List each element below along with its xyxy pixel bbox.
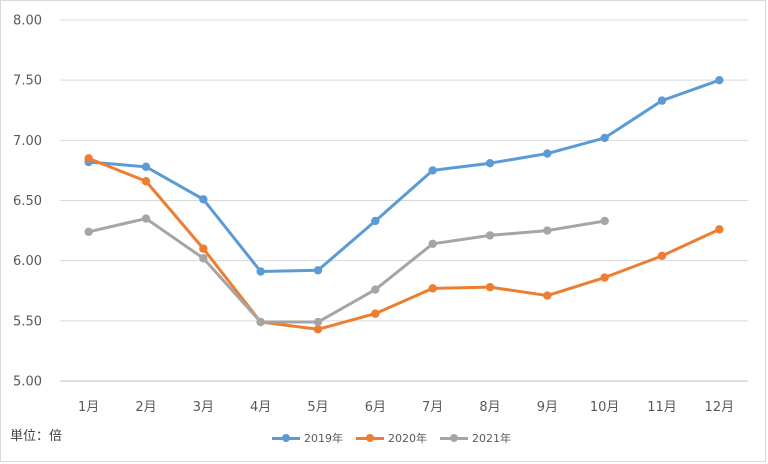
data-point xyxy=(600,133,609,143)
series-line-0 xyxy=(87,78,721,273)
data-point xyxy=(199,244,208,253)
data-point xyxy=(141,177,151,186)
x-axis-ticks: 1月 2月 3月 4月 5月 6月 7月 8月 9月 10月 11月 12月 xyxy=(78,400,734,415)
data-point xyxy=(84,154,93,163)
x-tick-label: 2月 xyxy=(135,400,156,415)
y-tick-label: 5.00 xyxy=(13,375,42,390)
data-point xyxy=(371,216,380,226)
series-layer xyxy=(84,75,724,334)
x-tick-label: 5月 xyxy=(307,400,328,415)
data-point xyxy=(256,317,265,327)
legend-item-2020: 2020年 xyxy=(356,429,427,447)
data-point xyxy=(715,225,724,234)
data-point xyxy=(485,282,495,292)
data-point xyxy=(485,231,495,240)
y-tick-label: 6.50 xyxy=(13,194,42,209)
data-point xyxy=(657,251,667,261)
legend-swatch-2019 xyxy=(272,433,300,443)
legend-label-2019: 2019年 xyxy=(304,432,343,445)
legend-item-2021: 2021年 xyxy=(440,429,511,447)
data-point xyxy=(657,96,667,105)
gridlines xyxy=(60,19,748,382)
data-point xyxy=(256,267,265,276)
y-tick-label: 7.50 xyxy=(13,74,42,89)
data-point xyxy=(141,162,151,172)
data-point xyxy=(600,273,609,282)
series-0 xyxy=(84,75,724,276)
x-tick-label: 9月 xyxy=(537,400,558,415)
unit-label: 単位：倍 xyxy=(10,429,63,444)
series-2 xyxy=(84,214,609,327)
x-tick-label: 8月 xyxy=(479,400,500,415)
legend-item-2019: 2019年 xyxy=(272,429,343,447)
x-tick-label: 4月 xyxy=(250,400,271,415)
legend-label-2020: 2020年 xyxy=(388,432,427,445)
series-line-1 xyxy=(87,156,721,331)
legend-swatch-2021 xyxy=(440,433,468,443)
x-tick-label: 6月 xyxy=(365,400,386,415)
data-point xyxy=(199,254,208,263)
y-tick-label: 8.00 xyxy=(13,14,42,29)
x-tick-label: 7月 xyxy=(422,400,443,415)
data-point xyxy=(600,216,609,226)
x-tick-label: 3月 xyxy=(193,400,214,415)
data-point xyxy=(485,158,495,168)
legend-label-2021: 2021年 xyxy=(472,432,511,445)
data-point xyxy=(715,75,724,85)
data-point xyxy=(313,266,323,275)
data-point xyxy=(371,309,380,318)
x-tick-label: 12月 xyxy=(705,400,735,415)
data-point xyxy=(428,284,437,293)
data-point xyxy=(543,291,552,300)
data-point xyxy=(199,195,208,204)
y-tick-label: 7.00 xyxy=(13,134,42,149)
legend: 2019年 2020年 2021年 xyxy=(0,429,768,447)
data-point xyxy=(141,214,151,223)
series-line-2 xyxy=(87,217,607,324)
data-point xyxy=(428,166,437,175)
data-point xyxy=(428,239,437,249)
y-axis-ticks: 5.00 5.50 6.00 6.50 7.00 7.50 8.00 xyxy=(13,14,42,390)
y-tick-label: 6.00 xyxy=(13,254,42,269)
data-point xyxy=(371,285,380,294)
x-tick-label: 10月 xyxy=(590,400,620,415)
data-point xyxy=(84,227,93,236)
legend-swatch-2020 xyxy=(356,433,384,443)
data-point xyxy=(313,325,323,334)
x-tick-label: 11月 xyxy=(647,400,677,415)
data-point xyxy=(543,226,552,235)
y-tick-label: 5.50 xyxy=(13,314,42,329)
data-point xyxy=(543,149,552,158)
data-point xyxy=(313,317,323,327)
x-tick-label: 1月 xyxy=(78,400,99,415)
